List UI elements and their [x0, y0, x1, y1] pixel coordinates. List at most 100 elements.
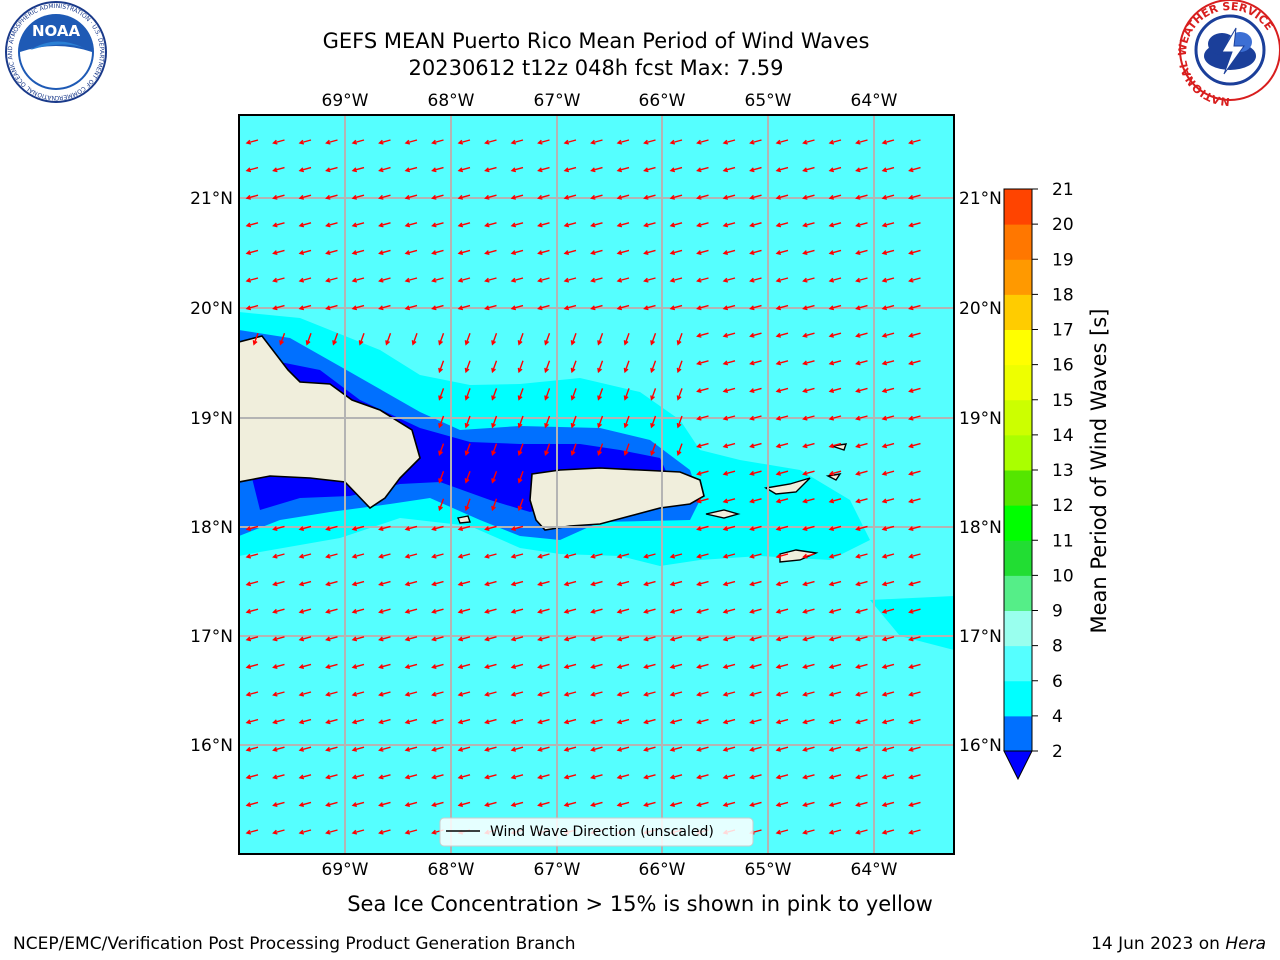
wind-wave-arrow	[722, 304, 736, 311]
wind-wave-arrow	[563, 277, 577, 283]
wind-wave-arrow	[908, 829, 921, 835]
lon-label: 67°W	[534, 860, 581, 880]
wind-wave-arrow	[351, 663, 365, 670]
wind-wave-arrow	[775, 470, 789, 476]
wind-wave-arrow	[272, 304, 285, 311]
wind-wave-arrow	[484, 691, 497, 697]
wind-wave-arrow	[855, 249, 868, 256]
wind-wave-arrow	[272, 194, 285, 200]
wind-wave-arrow	[669, 580, 683, 587]
wind-wave-arrow	[908, 636, 921, 642]
wind-wave-arrow	[802, 718, 815, 725]
wind-wave-arrow	[298, 249, 312, 256]
wind-wave-arrow	[643, 166, 656, 173]
wind-wave-arrow	[802, 194, 815, 200]
wind-wave-arrow	[696, 718, 709, 725]
wind-wave-arrow	[438, 498, 445, 512]
wind-wave-arrow	[484, 553, 497, 559]
wind-wave-arrow	[484, 636, 497, 642]
wind-wave-arrow	[245, 304, 259, 311]
wind-wave-arrow	[351, 222, 365, 228]
wind-wave-arrow	[298, 829, 312, 835]
map-frame	[238, 114, 955, 855]
wind-wave-arrow	[775, 222, 789, 228]
wind-wave-arrow	[881, 718, 895, 725]
wind-wave-arrow	[484, 222, 497, 228]
lat-label: 20°N	[959, 299, 1002, 319]
wind-wave-arrow	[775, 360, 789, 366]
wind-wave-arrow	[775, 387, 789, 394]
wind-wave-arrow	[457, 194, 471, 200]
wind-wave-arrow	[457, 580, 471, 587]
wind-wave-arrow	[650, 415, 657, 429]
wind-wave-arrow	[749, 442, 762, 449]
wind-wave-arrow	[749, 304, 762, 311]
wind-wave-arrow	[855, 332, 868, 338]
wind-wave-arrow	[298, 277, 312, 283]
wind-wave-arrow	[431, 801, 444, 808]
wind-wave-arrow	[669, 553, 683, 559]
wind-wave-arrow	[908, 139, 921, 145]
wind-wave-arrow	[570, 443, 577, 456]
wind-wave-arrow	[722, 636, 736, 642]
wind-wave-arrow	[828, 801, 842, 808]
wind-wave-arrow	[696, 277, 709, 283]
wind-wave-arrow	[245, 608, 259, 614]
wind-wave-arrow	[802, 691, 815, 697]
colorbar-segment	[1004, 470, 1032, 506]
wind-wave-arrow	[404, 222, 418, 228]
colorbar-segment	[1004, 610, 1032, 647]
wind-wave-arrow	[616, 249, 630, 256]
wind-wave-arrow	[749, 470, 762, 476]
wind-wave-arrow	[510, 139, 524, 145]
wind-wave-arrow	[643, 663, 656, 670]
wind-wave-arrow	[457, 525, 471, 532]
colorbar-tick-label: 13	[1052, 461, 1074, 481]
wind-wave-arrow	[325, 829, 338, 835]
wind-wave-arrow	[802, 580, 815, 587]
wind-wave-arrow	[517, 415, 524, 429]
wind-wave-arrow	[881, 691, 895, 697]
anegada-island	[825, 473, 842, 481]
wind-wave-arrow	[431, 691, 444, 697]
wind-wave-arrow	[457, 774, 471, 780]
wind-wave-arrow	[881, 222, 895, 228]
wind-wave-arrow	[537, 691, 550, 697]
wind-wave-arrow	[855, 580, 868, 587]
wind-wave-arrow	[378, 525, 391, 532]
wind-wave-arrow	[378, 691, 391, 697]
wind-wave-arrow	[643, 801, 656, 808]
wind-wave-arrow	[537, 580, 550, 587]
wind-wave-arrow	[563, 663, 577, 670]
wind-wave-arrow	[696, 194, 709, 200]
wind-wave-arrow	[696, 525, 709, 532]
wind-wave-arrow	[510, 801, 524, 808]
wind-wave-arrow	[775, 663, 789, 670]
wind-wave-arrow	[855, 636, 868, 642]
wind-wave-arrow	[298, 691, 312, 697]
wind-wave-arrow	[616, 194, 630, 200]
wind-wave-arrow	[802, 525, 815, 532]
wind-wave-arrow	[775, 194, 789, 200]
wind-wave-arrow	[650, 443, 657, 456]
colorbar-segment	[1004, 505, 1032, 541]
colorbar-segment	[1004, 680, 1032, 717]
wind-wave-arrow	[378, 249, 391, 256]
map-plot-area: Wind Wave Direction (unscaled)	[239, 115, 954, 854]
wind-wave-arrow	[537, 194, 550, 200]
wind-wave-arrow	[855, 774, 868, 780]
wind-wave-arrow	[908, 470, 921, 476]
wind-wave-arrow	[828, 139, 842, 145]
wind-wave-arrow	[378, 608, 391, 614]
wind-wave-arrow	[643, 139, 656, 145]
wind-wave-arrow	[484, 663, 497, 670]
wind-wave-arrow	[855, 387, 868, 394]
wind-wave-arrow	[881, 608, 895, 614]
wind-wave-arrow	[908, 580, 921, 587]
wind-wave-arrow	[351, 746, 365, 752]
lat-label: 19°N	[190, 409, 233, 429]
wind-wave-arrow	[272, 525, 285, 532]
wind-wave-arrow	[464, 388, 471, 401]
wind-wave-arrow	[431, 194, 444, 200]
wind-wave-arrow	[881, 498, 895, 504]
